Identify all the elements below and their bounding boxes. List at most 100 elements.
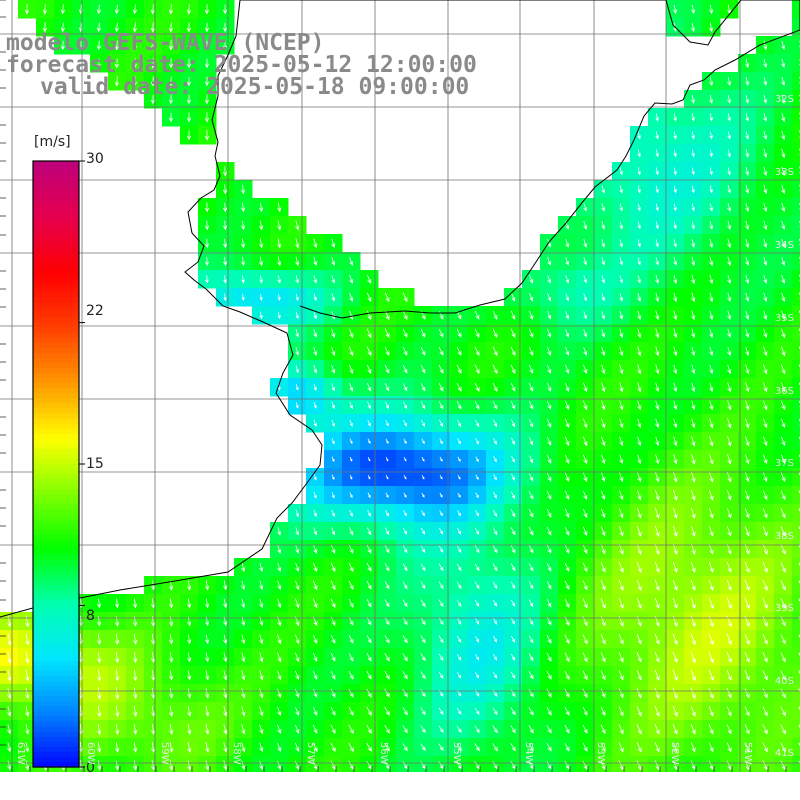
wind-vector-arrow <box>277 688 282 699</box>
wind-vector-arrow <box>259 238 264 249</box>
colorbar-segment <box>33 408 79 415</box>
wind-vector-arrow <box>438 545 444 553</box>
wind-vector-arrow <box>438 653 444 661</box>
wind-vector-arrow <box>780 580 786 591</box>
colorbar-segment <box>33 660 79 667</box>
wind-vector-arrow <box>205 670 210 681</box>
wind-vector-arrow <box>510 725 516 734</box>
wind-vector-arrow <box>259 634 264 645</box>
wind-vector-arrow <box>601 311 606 320</box>
wind-vector-arrow <box>475 492 479 499</box>
wind-vector-arrow <box>726 526 732 537</box>
wind-vector-arrow <box>547 328 552 338</box>
wind-vector-arrow <box>528 473 534 482</box>
wind-vector-arrow <box>763 166 768 177</box>
wind-vector-arrow <box>655 239 659 248</box>
colorbar-segment <box>33 464 79 470</box>
wind-vector-arrow <box>168 94 174 105</box>
colorbar-segment <box>33 398 79 404</box>
wind-vector-arrow <box>474 725 480 734</box>
wind-vector-arrow <box>745 166 750 176</box>
wind-vector-arrow <box>726 760 732 771</box>
wind-vector-arrow <box>636 724 642 735</box>
wind-vector-arrow <box>475 654 480 661</box>
wind-vector-arrow <box>348 688 354 698</box>
wind-vector-arrow <box>402 599 408 608</box>
wind-vector-arrow <box>763 346 768 357</box>
wind-speed-cell <box>792 180 800 199</box>
wind-vector-arrow <box>601 400 606 411</box>
wind-vector-arrow <box>763 274 768 284</box>
wind-vector-arrow <box>619 185 623 194</box>
wind-vector-arrow <box>780 742 786 753</box>
wind-vector-arrow <box>133 760 138 771</box>
wind-vector-arrow <box>637 364 642 375</box>
wind-speed-cell <box>792 486 800 505</box>
wind-vector-arrow <box>277 256 282 267</box>
wind-vector-arrow <box>708 633 714 646</box>
wind-vector-arrow <box>492 743 498 752</box>
wind-vector-arrow <box>223 598 228 609</box>
wind-vector-arrow <box>798 760 800 768</box>
wind-vector-arrow <box>223 220 228 231</box>
lat-label-40s: 40S <box>774 676 794 687</box>
wind-vector-arrow <box>529 455 534 464</box>
wind-vector-arrow <box>366 544 372 554</box>
wind-vector-arrow <box>438 581 444 590</box>
wind-vector-arrow <box>618 670 624 681</box>
wind-vector-arrow <box>277 742 282 752</box>
wind-vector-arrow <box>187 723 192 735</box>
wind-vector-arrow <box>492 328 498 339</box>
wind-vector-arrow <box>601 346 606 357</box>
wind-vector-arrow <box>781 346 786 357</box>
wind-vector-arrow <box>384 742 390 752</box>
wind-vector-arrow <box>475 456 479 463</box>
wind-vector-arrow <box>708 669 714 682</box>
wind-vector-arrow <box>348 670 354 680</box>
wind-vector-arrow <box>312 706 318 716</box>
wind-vector-arrow <box>330 544 336 554</box>
colorbar-segment <box>33 701 79 707</box>
wind-vector-arrow <box>619 490 624 501</box>
wind-vector-arrow <box>691 94 696 104</box>
colorbar-segment <box>33 241 79 248</box>
wind-vector-arrow <box>654 705 660 717</box>
wind-vector-arrow <box>313 562 318 573</box>
colorbar-segment <box>33 181 79 187</box>
wind-vector-arrow <box>151 742 156 753</box>
wind-vector-arrow <box>259 688 264 699</box>
wind-vector-arrow <box>655 167 659 176</box>
wind-vector-arrow <box>510 671 516 680</box>
wind-vector-arrow <box>745 95 750 104</box>
wind-vector-arrow <box>564 598 570 609</box>
wind-vector-arrow <box>691 167 695 176</box>
wind-vector-arrow <box>384 292 390 303</box>
wind-vector-arrow <box>60 22 66 33</box>
wind-vector-arrow <box>151 705 156 717</box>
wind-vector-arrow <box>96 58 102 69</box>
lat-label-36s: 36S <box>774 386 794 397</box>
wind-vector-arrow <box>726 724 732 735</box>
wind-vector-arrow <box>601 203 606 212</box>
wind-vector-arrow <box>780 688 786 699</box>
wind-vector-arrow <box>708 651 714 664</box>
wind-vector-arrow <box>384 724 390 734</box>
colorbar-segment <box>33 448 79 455</box>
wind-vector-arrow <box>97 723 102 736</box>
wind-vector-arrow <box>583 472 588 483</box>
wind-vector-arrow <box>763 292 768 302</box>
wind-vector-arrow <box>295 346 300 356</box>
wind-vector-arrow <box>438 328 444 338</box>
wind-vector-arrow <box>96 4 101 15</box>
wind-vector-arrow <box>402 328 408 338</box>
wind-vector-arrow <box>619 472 624 483</box>
wind-vector-arrow <box>798 724 800 732</box>
wind-vector-arrow <box>709 508 714 519</box>
wind-vector-arrow <box>511 292 516 302</box>
wind-vector-arrow <box>474 671 480 679</box>
wind-vector-arrow <box>636 597 642 609</box>
wind-vector-arrow <box>655 292 660 303</box>
wind-vector-arrow <box>331 346 336 357</box>
wind-vector-arrow <box>510 509 516 518</box>
